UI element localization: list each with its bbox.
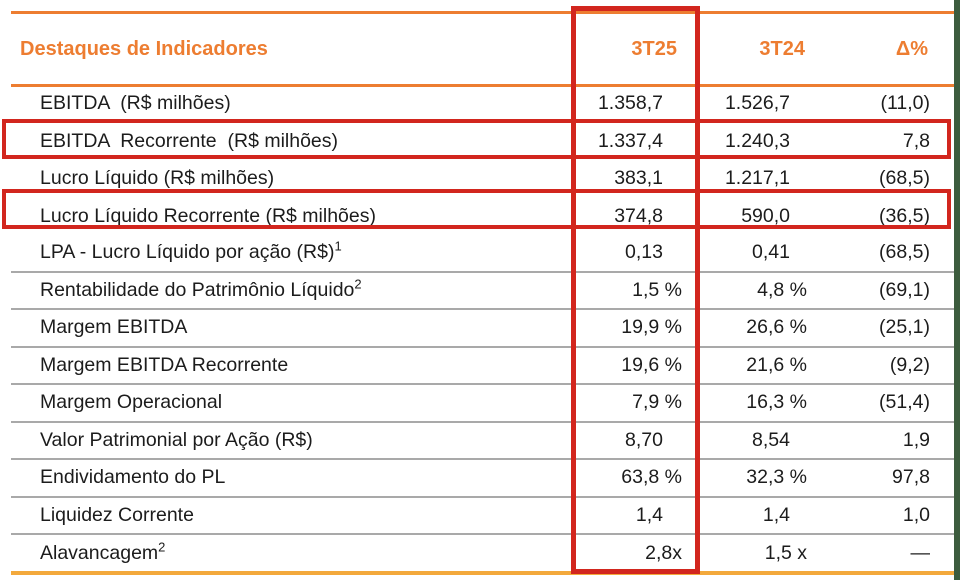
value-3t25: 7,9 % xyxy=(632,391,682,414)
highlight-box-3t25-column xyxy=(571,6,700,574)
value-delta-pct: (9,2) xyxy=(889,353,930,376)
value-delta-pct: (69,1) xyxy=(879,278,930,301)
row-label: Lucro Líquido Recorrente (R$ milhões) xyxy=(40,204,376,227)
value-3t24: 0,41 xyxy=(752,241,790,264)
column-header-3t25: 3T25 xyxy=(631,37,677,60)
table-row: LPA - Lucro Líquido por ação (R$)1 0,13 0,… xyxy=(11,235,955,273)
value-3t24: 590,0 xyxy=(741,204,790,227)
row-label: Margem Operacional xyxy=(40,391,223,414)
value-delta-pct: 1,9 xyxy=(902,428,930,451)
value-3t24: 26,6 % xyxy=(746,316,807,339)
table-header-row: Destaques de Indicadores 3T25 3T24 Δ% xyxy=(11,14,955,84)
table-row: Margem EBITDA Recorrente 19,6 % 21,6 % (9,2… xyxy=(11,348,955,385)
value-3t24: 1,4 xyxy=(762,503,790,526)
table-row: Lucro Líquido (R$ milhões) 383,1 1.217,1 (6… xyxy=(11,160,955,198)
table-row: Valor Patrimonial por Ação (R$) 8,70 8,54 1… xyxy=(11,423,955,460)
value-delta-pct: (36,5) xyxy=(879,204,930,227)
column-header-delta-pct: Δ% xyxy=(895,37,928,60)
value-3t25: 1,4 xyxy=(635,503,663,526)
value-3t24: 1.526,7 xyxy=(724,92,790,115)
green-border-strip xyxy=(954,0,960,580)
row-label: Lucro Líquido (R$ milhões) xyxy=(40,167,275,190)
row-label: EBITDA Recorrente (R$ milhões) xyxy=(40,129,339,152)
table-row: Liquidez Corrente 1,4 1,4 1,0 xyxy=(11,498,955,535)
table-row: EBITDA (R$ milhões) 1.358,7 1.526,7 (11,0) xyxy=(11,85,955,123)
value-3t24: 1.240,3 xyxy=(724,129,790,152)
table-row: Margem EBITDA 19,9 % 26,6 % (25,1) xyxy=(11,310,955,348)
value-3t24: 21,6 % xyxy=(746,353,807,376)
value-3t24: 1.217,1 xyxy=(724,167,790,190)
row-label: Margem EBITDA Recorrente xyxy=(40,353,289,376)
table-bottom-rule xyxy=(11,571,955,575)
value-3t25: 2,8x xyxy=(645,542,682,565)
row-label: Margem EBITDA xyxy=(40,316,188,339)
highlight-box-ebitda-recorrente-row xyxy=(2,119,951,159)
value-delta-pct: 97,8 xyxy=(892,466,930,489)
value-delta-pct: 1,0 xyxy=(902,503,930,526)
table-row: EBITDA Recorrente (R$ milhões) 1.337,4 1.2… xyxy=(11,123,955,161)
value-3t25: 19,9 % xyxy=(621,316,682,339)
value-3t25: 1.337,4 xyxy=(597,129,663,152)
value-3t24: 32,3 % xyxy=(746,466,807,489)
value-3t25: 63,8 % xyxy=(621,466,682,489)
row-label: Endividamento do PL xyxy=(40,466,226,489)
table-row: Alavancagem2 2,8x 1,5 x — xyxy=(11,535,955,573)
value-3t24: 8,54 xyxy=(752,428,790,451)
row-label: Liquidez Corrente xyxy=(40,503,194,526)
row-label: Alavancagem2 xyxy=(40,539,166,565)
table-row: Lucro Líquido Recorrente (R$ milhões) 374… xyxy=(11,198,955,236)
value-3t25: 19,6 % xyxy=(621,353,682,376)
row-label: EBITDA (R$ milhões) xyxy=(40,92,231,115)
value-delta-pct: — xyxy=(910,542,931,565)
value-delta-pct: (68,5) xyxy=(879,167,930,190)
header-bottom-rule xyxy=(11,84,955,87)
table-body: EBITDA (R$ milhões) 1.358,7 1.526,7 (11,0) E… xyxy=(11,85,955,573)
value-3t25: 374,8 xyxy=(614,204,663,227)
value-3t25: 0,13 xyxy=(625,241,663,264)
value-3t24: 16,3 % xyxy=(746,391,807,414)
value-3t25: 383,1 xyxy=(614,167,663,190)
value-delta-pct: 7,8 xyxy=(902,129,930,152)
value-3t24: 1,5 x xyxy=(764,542,807,565)
value-delta-pct: (51,4) xyxy=(879,391,930,414)
value-delta-pct: (25,1) xyxy=(879,316,930,339)
row-label: LPA - Lucro Líquido por ação (R$)1 xyxy=(40,238,342,264)
column-header-3t24: 3T24 xyxy=(759,37,805,60)
row-label: Rentabilidade do Patrimônio Líquido2 xyxy=(40,276,362,301)
value-3t25: 8,70 xyxy=(625,428,663,451)
row-label: Valor Patrimonial por Ação (R$) xyxy=(40,428,313,451)
value-delta-pct: (68,5) xyxy=(879,241,930,264)
table-row: Margem Operacional 7,9 % 16,3 % (51,4) xyxy=(11,385,955,423)
table-top-rule xyxy=(11,11,955,14)
table-row: Rentabilidade do Patrimônio Líquido2 1,5 … xyxy=(11,273,955,310)
value-delta-pct: (11,0) xyxy=(880,92,931,115)
value-3t25: 1.358,7 xyxy=(597,92,663,115)
value-3t25: 1,5 % xyxy=(632,278,682,301)
highlight-box-lucro-liquido-recorrente-row xyxy=(2,189,951,229)
table-row: Endividamento do PL 63,8 % 32,3 % 97,8 xyxy=(11,460,955,498)
value-3t24: 4,8 % xyxy=(757,278,807,301)
table-title: Destaques de Indicadores xyxy=(20,37,268,60)
